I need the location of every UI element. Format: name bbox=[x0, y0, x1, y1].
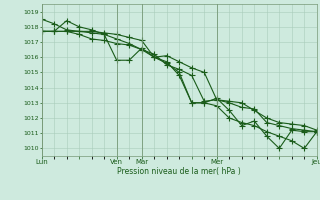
X-axis label: Pression niveau de la mer( hPa ): Pression niveau de la mer( hPa ) bbox=[117, 167, 241, 176]
